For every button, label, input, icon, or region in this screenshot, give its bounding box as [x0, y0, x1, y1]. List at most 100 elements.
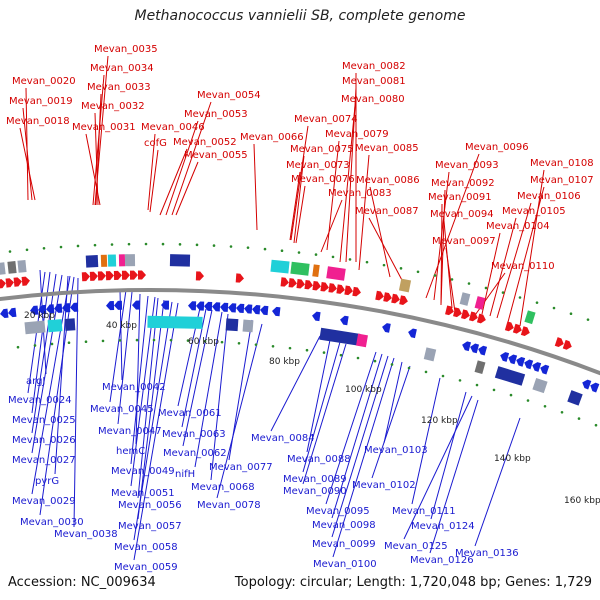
- reverse-gene-arrow: [462, 341, 472, 352]
- reverse-leader-line: [117, 291, 133, 425]
- forward-gene-arrow: [562, 339, 572, 350]
- gc-tick: [50, 342, 54, 346]
- forward-gene-arrow: [445, 305, 454, 316]
- reverse-gene-label: Mevan_0027: [12, 455, 76, 466]
- reverse-gene-arrow: [582, 379, 592, 390]
- forward-gene-label: Mevan_0086: [356, 175, 420, 186]
- forward-gene-arrow: [375, 290, 384, 301]
- reverse-leader-line: [194, 311, 223, 468]
- feature-block: [312, 264, 320, 278]
- reverse-gene-label: Mevan_0057: [118, 521, 182, 532]
- reverse-leader-line: [270, 335, 321, 432]
- reverse-gene-arrow: [106, 301, 115, 311]
- forward-gene-label: Mevan_0081: [342, 76, 406, 87]
- gc-tick: [169, 338, 173, 342]
- reverse-gene-arrow: [590, 382, 600, 393]
- reverse-leader-line: [302, 343, 347, 485]
- reverse-leader-line: [403, 395, 473, 540]
- reverse-leader-line: [31, 275, 71, 495]
- forward-leader-line: [519, 169, 545, 327]
- gc-tick: [297, 251, 301, 254]
- reverse-leader-line: [31, 274, 63, 454]
- reverse-leader-line: [109, 289, 127, 403]
- reverse-gene-arrow: [500, 352, 510, 362]
- gc-tick: [161, 242, 165, 246]
- gc-tick: [577, 417, 581, 420]
- forward-leader-line: [295, 185, 306, 244]
- forward-leader-line: [369, 186, 391, 278]
- forward-leader-line: [445, 247, 456, 313]
- reverse-gene-label: Mevan_0038: [54, 529, 118, 540]
- reverse-gene-arrow: [516, 356, 526, 367]
- forward-gene-label: Mevan_0019: [9, 96, 73, 107]
- gc-tick: [492, 388, 496, 392]
- forward-gene-label: Mevan_0055: [184, 150, 248, 161]
- forward-leader-line: [472, 272, 506, 319]
- gc-tick: [203, 339, 207, 343]
- feature-block: [47, 319, 63, 333]
- gc-tick: [518, 296, 522, 299]
- reverse-gene-label: Mevan_0126: [410, 555, 474, 566]
- feature-block: [398, 278, 412, 293]
- reverse-gene-label: Mevan_0098: [312, 520, 376, 531]
- forward-gene-label: Mevan_0018: [6, 116, 70, 127]
- reverse-leader-line: [325, 351, 377, 505]
- reverse-gene-arrow: [188, 301, 197, 311]
- reverse-gene-label: Mevan_0059: [114, 562, 178, 573]
- reverse-gene-arrow: [46, 304, 55, 314]
- forward-gene-arrow: [195, 271, 204, 281]
- gc-tick: [331, 255, 335, 259]
- reverse-gene-label: Mevan_0090: [283, 486, 347, 497]
- forward-gene-arrow: [453, 307, 462, 318]
- forward-gene-arrow: [352, 286, 361, 297]
- forward-gene-label: Mevan_0079: [325, 129, 389, 140]
- gc-tick: [144, 242, 148, 246]
- reverse-gene-label: Mevan_0056: [118, 500, 182, 511]
- reverse-gene-arrow: [540, 364, 550, 375]
- forward-leader-line: [293, 155, 305, 244]
- ruler-label: 80 kbp: [269, 357, 300, 367]
- forward-gene-label: Mevan_0093: [435, 160, 499, 171]
- reverse-gene-arrow: [38, 304, 47, 315]
- gc-tick: [450, 278, 454, 281]
- gc-tick: [475, 383, 479, 387]
- forward-gene-label: Mevan_0033: [87, 82, 151, 93]
- gc-tick: [484, 286, 488, 290]
- gc-tick: [246, 246, 250, 249]
- reverse-gene-label: Mevan_0068: [191, 482, 255, 493]
- reverse-gene-arrow: [260, 305, 269, 316]
- gc-tick: [382, 263, 386, 267]
- reverse-gene-label: argJ: [26, 376, 45, 387]
- forward-gene-arrow: [113, 270, 122, 281]
- gc-tick: [229, 245, 233, 248]
- reverse-leader-line: [430, 391, 467, 520]
- reverse-leader-line: [31, 273, 57, 434]
- forward-leader-line: [290, 125, 309, 241]
- reverse-gene-arrow: [244, 304, 253, 314]
- forward-gene-arrow: [504, 321, 514, 332]
- reverse-leader-line: [332, 357, 395, 558]
- forward-gene-arrow: [399, 295, 408, 305]
- gc-tick: [271, 344, 275, 348]
- ruler-label: 140 kbp: [494, 454, 531, 464]
- gc-tick: [59, 245, 63, 249]
- reverse-leader-line: [130, 295, 149, 465]
- forward-gene-arrow: [0, 279, 6, 289]
- reverse-gene-label: Mevan_0125: [384, 541, 448, 552]
- feature-block: [7, 261, 17, 274]
- feature-block: [319, 327, 361, 346]
- forward-gene-label: cofG: [144, 138, 167, 149]
- reverse-gene-label: hemC: [116, 446, 145, 457]
- reverse-gene-arrow: [8, 307, 17, 318]
- reverse-gene-arrow: [236, 303, 245, 314]
- forward-gene-label: Mevan_0097: [432, 236, 496, 247]
- reverse-gene-label: Mevan_0099: [312, 539, 376, 550]
- reverse-gene-label: Mevan_0102: [352, 480, 416, 491]
- forward-gene-arrow: [391, 293, 400, 304]
- reverse-gene-label: Mevan_0124: [411, 521, 475, 532]
- reverse-gene-arrow: [54, 303, 63, 313]
- feature-block: [494, 366, 526, 386]
- feature-block: [147, 315, 203, 329]
- ruler-label: 60 kbp: [188, 337, 219, 347]
- gc-tick: [220, 340, 224, 344]
